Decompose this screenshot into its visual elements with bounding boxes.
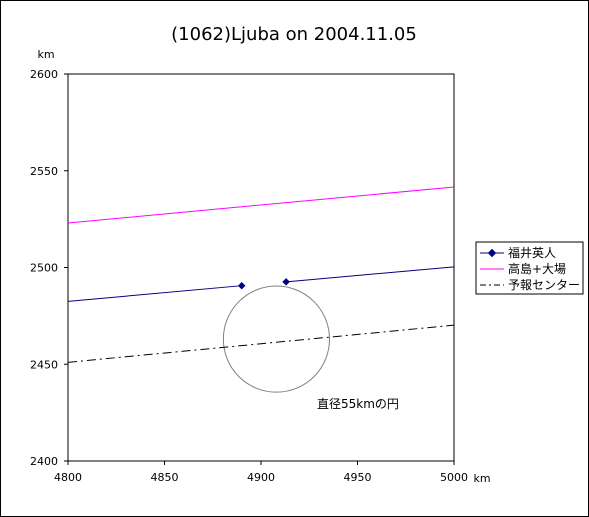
series-2-line-0: [68, 324, 454, 363]
y-tick-label: 2550: [30, 165, 58, 178]
plot-area: [67, 73, 455, 462]
x-axis-unit: km: [473, 472, 490, 485]
diameter-circle: [222, 285, 331, 393]
y-tick-label: 2450: [30, 358, 58, 371]
x-tick-label: 4900: [247, 471, 275, 484]
axis-ticks: 4800 4850 4900 4950 5000 2400 2450 2500 2550 2600: [30, 68, 468, 484]
y-tick-label: 2600: [30, 68, 58, 81]
series-0-marker-0: [237, 281, 246, 290]
x-tick-label: 4950: [344, 471, 372, 484]
y-tick-label: 2500: [30, 262, 58, 275]
series-0-line-0: [68, 285, 242, 302]
series-0-marker-1: [282, 277, 290, 286]
x-tick-label: 4850: [151, 471, 179, 484]
plot-contents: [68, 186, 454, 393]
legend-marker-0: [487, 248, 497, 258]
circle-annotation: 直径55kmの円: [317, 397, 399, 411]
legend-label-0: 福井英人: [508, 245, 556, 260]
legend-label-2: 予報センター: [508, 278, 580, 292]
chart-title: (1062)Ljuba on 2004.11.05: [171, 24, 417, 45]
legend-label-1: 高島+大場: [508, 261, 566, 276]
y-tick-label: 2400: [30, 455, 58, 468]
x-tick-label: 4800: [54, 471, 82, 484]
series-1-line-0: [68, 186, 454, 224]
y-axis-unit: km: [37, 48, 54, 61]
x-tick-label: 5000: [440, 471, 468, 484]
series-0-line-1: [286, 266, 454, 283]
